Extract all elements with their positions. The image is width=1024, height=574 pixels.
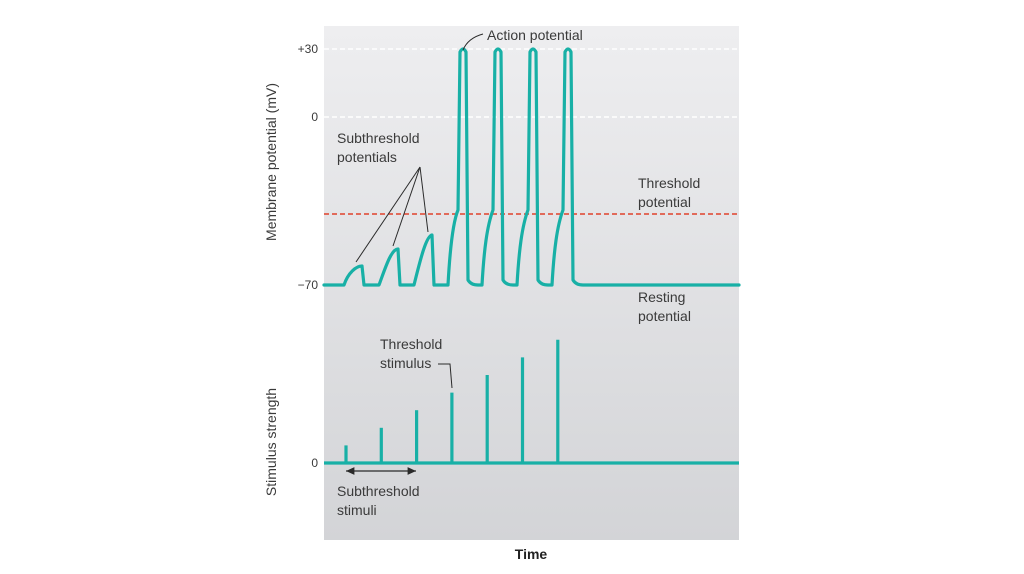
ytick-plus30: +30: [298, 42, 319, 56]
membrane-potential-trace: [322, 47, 741, 287]
subthreshold-potentials-label-line2: potentials: [337, 149, 397, 165]
threshold-potential-label-line1: Threshold: [638, 175, 700, 191]
time-axis-label: Time: [515, 546, 548, 562]
action-potential-leader: [462, 33, 484, 51]
stimulus-strength-axis-label: Stimulus strength: [263, 388, 279, 496]
membrane-potential-axis-label: Membrane potential (mV): [263, 83, 279, 241]
subthreshold-leader-3: [419, 166, 429, 233]
ytick-minus70: −70: [298, 278, 319, 292]
resting-potential-label-line1: Resting: [638, 289, 685, 305]
threshold-potential-label-line2: potential: [638, 194, 691, 210]
ytick-zero: 0: [311, 110, 318, 124]
stimulus-bars: [344, 339, 560, 463]
action-potential-label: Action potential: [487, 27, 583, 43]
ytick-stimulus-zero: 0: [311, 456, 318, 470]
resting-potential-label-line2: potential: [638, 308, 691, 324]
plot-background: [324, 26, 739, 540]
subthreshold-leader-1: [355, 166, 421, 263]
subthreshold-leader-2: [392, 166, 421, 247]
subthreshold-stimuli-label-line2: stimuli: [337, 502, 377, 518]
threshold-stimulus-label-line1: Threshold: [380, 336, 442, 352]
threshold-stimulus-label-line2: stimulus: [380, 355, 431, 371]
threshold-stimulus-leader: [438, 363, 453, 389]
subthreshold-stimuli-label-line1: Subthreshold: [337, 483, 420, 499]
subthreshold-potentials-label-line1: Subthreshold: [337, 130, 420, 146]
